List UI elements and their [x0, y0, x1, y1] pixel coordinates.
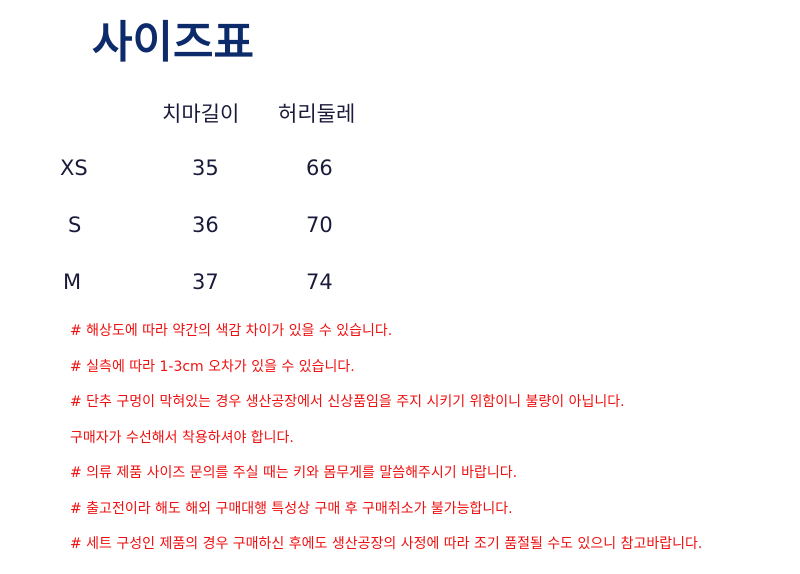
note: # 출고전이라 해도 해외 구매대행 특성상 구매 후 구매취소가 불가능합니다… [70, 500, 513, 517]
cell: 66 [306, 156, 333, 180]
col-header: 허리둘레 [278, 102, 356, 126]
cell: 36 [192, 213, 219, 237]
row-label: S [68, 213, 82, 237]
note: 구매자가 수선해서 착용하셔야 합니다. [70, 429, 294, 446]
note: # 실측에 따라 1-3cm 오차가 있을 수 있습니다. [70, 358, 355, 375]
title: 사이즈표 [92, 17, 254, 68]
cell: 74 [306, 270, 333, 294]
cell: 35 [192, 156, 219, 180]
note: # 의류 제품 사이즈 문의를 주실 때는 키와 몸무게를 말씀해주시기 바랍니… [70, 465, 518, 481]
col-header: 치마길이 [162, 102, 240, 126]
note: # 세트 구성인 제품의 경우 구매하신 후에도 생산공장의 사정에 따라 조기… [70, 536, 703, 552]
note: # 단추 구멍이 막혀있는 경우 생산공장에서 신상품임을 주지 시키기 위함이… [70, 394, 625, 410]
row-label: M [63, 270, 82, 294]
note: # 해상도에 따라 약간의 색감 차이가 있을 수 있습니다. [70, 323, 393, 339]
cell: 37 [192, 270, 219, 294]
row-label: XS [60, 156, 88, 180]
cell: 70 [306, 213, 333, 237]
